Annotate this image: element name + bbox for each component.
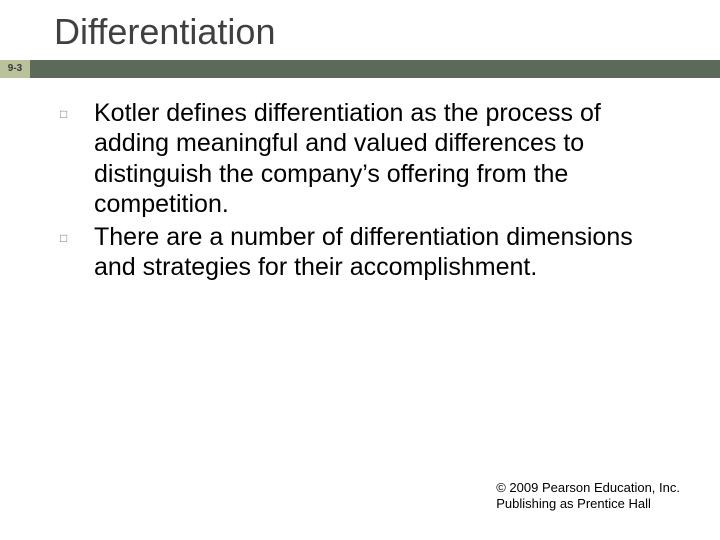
footer-line-2: Publishing as Prentice Hall (496, 496, 680, 512)
bullet-text: There are a number of differentiation di… (94, 222, 672, 283)
bullet-marker-icon: □ (60, 98, 94, 121)
bullet-item: □ Kotler defines differentiation as the … (60, 98, 672, 220)
footer: © 2009 Pearson Education, Inc. Publishin… (496, 480, 680, 513)
slide-number-box: 9-3 (0, 60, 30, 78)
bullet-item: □ There are a number of differentiation … (60, 222, 672, 283)
slide-number: 9-3 (8, 64, 22, 74)
bullet-marker-icon: □ (60, 222, 94, 245)
slide: Differentiation 9-3 □ Kotler defines dif… (0, 0, 720, 540)
title-band: 9-3 (0, 60, 720, 78)
bullet-text: Kotler defines differentiation as the pr… (94, 98, 672, 220)
content-area: □ Kotler defines differentiation as the … (0, 78, 720, 283)
slide-title: Differentiation (0, 0, 720, 60)
footer-line-1: © 2009 Pearson Education, Inc. (496, 480, 680, 496)
